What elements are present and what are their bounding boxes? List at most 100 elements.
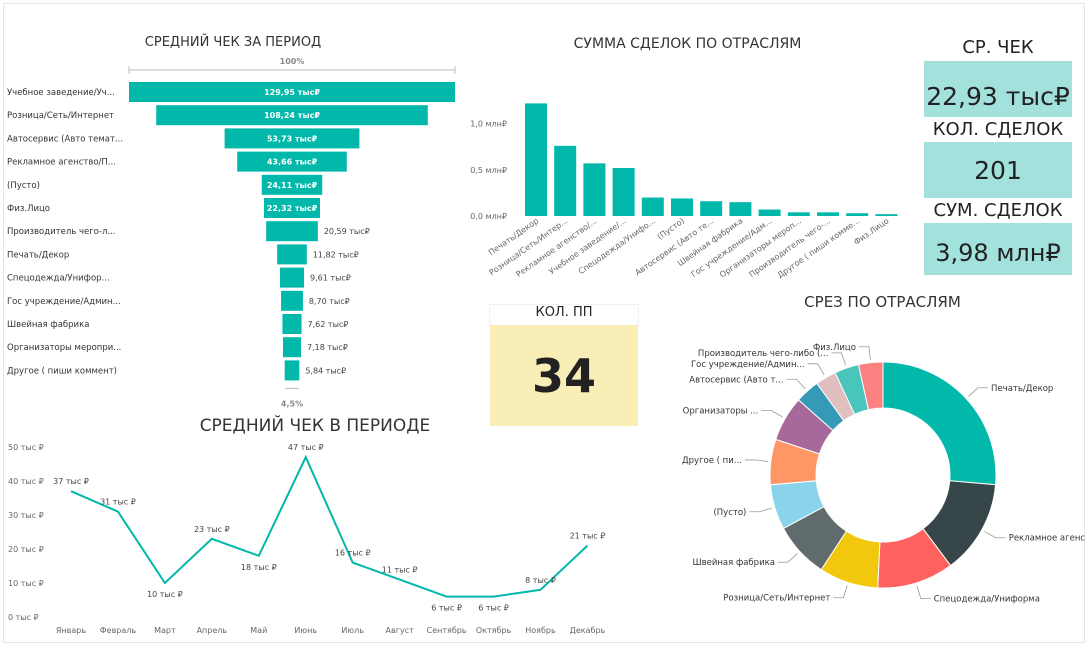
line-data-label: 6 тыс ₽ xyxy=(431,604,462,613)
funnel-chart[interactable]: 100% Учебное заведение/Уч... 129,95 тыс₽ Ро… xyxy=(0,0,470,410)
funnel-category-label: Организаторы меропри... xyxy=(7,343,121,353)
industry-bar[interactable] xyxy=(671,198,693,216)
funnel-value-label: 7,18 тыс₽ xyxy=(307,343,348,352)
line-ytick-label: 50 тыс ₽ xyxy=(8,443,44,452)
funnel-value-label: 5,84 тыс₽ xyxy=(305,366,346,375)
avg-check-label: СР. ЧЕК xyxy=(962,37,1034,58)
donut-leader-line xyxy=(777,553,798,563)
line-data-label: 18 тыс ₽ xyxy=(241,563,277,572)
line-xtick-label: Сентябрь xyxy=(427,626,467,635)
dashboard-frame xyxy=(3,3,1085,643)
line-xtick-label: Август xyxy=(386,626,415,635)
industry-bar[interactable] xyxy=(787,212,810,216)
line-data-label: 16 тыс ₽ xyxy=(335,549,371,558)
funnel-category-label: Гос учреждение/Админ... xyxy=(7,297,121,307)
pp-count-label: КОЛ. ПП xyxy=(490,305,638,325)
deals-sum-value: 3,98 млн₽ xyxy=(935,239,1061,267)
line-data-label: 31 тыс ₽ xyxy=(100,498,136,507)
line-data-label: 6 тыс ₽ xyxy=(478,604,509,613)
donut-leader-line xyxy=(749,507,772,513)
funnel-category-label: Розница/Сеть/Интернет xyxy=(7,111,114,121)
line-ytick-label: 10 тыс ₽ xyxy=(8,579,44,588)
donut-category-label: Рекламное агенс... xyxy=(1009,534,1085,544)
funnel-bar[interactable] xyxy=(281,290,303,311)
deals-count-value: 201 xyxy=(974,155,1022,185)
donut-slice[interactable] xyxy=(857,361,884,411)
industry-bar[interactable] xyxy=(758,209,781,216)
deals-count-label: КОЛ. СДЕЛОК xyxy=(932,119,1064,140)
line-xtick-label: Октябрь xyxy=(476,626,512,635)
industry-bar[interactable] xyxy=(554,145,577,216)
line-ytick-label: 0 тыс ₽ xyxy=(8,613,39,622)
funnel-value-label: 108,24 тыс₽ xyxy=(264,111,320,120)
industry-bar[interactable] xyxy=(817,212,839,216)
industry-bar[interactable] xyxy=(729,202,752,216)
line-xtick-label: Июль xyxy=(341,626,364,635)
monthly-line-chart[interactable]: 0 тыс ₽ 10 тыс ₽ 20 тыс ₽ 30 тыс ₽ 40 тыс ₽ 5… xyxy=(0,438,640,643)
industry-bar[interactable] xyxy=(612,168,635,216)
line-xtick-label: Апрель xyxy=(197,626,228,635)
funnel-category-label: Рекламное агенство/П... xyxy=(7,158,116,168)
donut-leader-line xyxy=(968,387,989,397)
line-ytick-label: 30 тыс ₽ xyxy=(8,511,44,520)
pp-count-value: 34 xyxy=(531,348,596,403)
line-xtick-label: Ноябрь xyxy=(525,626,556,635)
funnel-bar[interactable] xyxy=(261,174,323,195)
industry-bar[interactable] xyxy=(641,197,664,216)
donut-leader-line xyxy=(858,346,871,360)
pp-count-card: 34 xyxy=(490,325,638,426)
line-xtick-label: Январь xyxy=(56,626,86,635)
funnel-bar[interactable] xyxy=(282,337,302,358)
donut-leader-line xyxy=(807,363,825,376)
line-ytick-label: 40 тыс ₽ xyxy=(8,477,44,486)
funnel-bar[interactable] xyxy=(266,221,318,242)
industry-bar[interactable] xyxy=(846,213,869,216)
funnel-top-percent: 100% xyxy=(280,57,305,66)
donut-leader-line xyxy=(916,585,931,599)
funnel-value-label: 22,32 тыс₽ xyxy=(267,204,318,213)
industry-bar[interactable] xyxy=(525,103,547,216)
donut-leader-line xyxy=(984,531,1006,539)
funnel-bar[interactable] xyxy=(237,151,347,172)
donut-category-label: Производитель чего-либо (... xyxy=(698,349,828,359)
funnel-bar[interactable] xyxy=(279,267,305,288)
donut-category-label: (Пусто) xyxy=(713,508,746,518)
deals-sum-card: 3,98 млн₽ xyxy=(924,223,1072,275)
monthly-series-line[interactable] xyxy=(70,454,589,598)
funnel-bar[interactable] xyxy=(129,82,455,102)
donut-category-label: Розница/Сеть/Интернет xyxy=(723,594,830,604)
funnel-bar[interactable] xyxy=(224,128,360,149)
avg-check-value: 22,93 тыс₽ xyxy=(926,81,1070,111)
donut-leader-line xyxy=(831,352,846,366)
line-data-label: 10 тыс ₽ xyxy=(147,590,183,599)
donut-title: СРЕЗ ПО ОТРАСЛЯМ xyxy=(804,293,961,311)
donut-leader-line xyxy=(761,410,783,418)
line-xtick-label: Март xyxy=(154,626,176,635)
donut-category-label: Печать/Декор xyxy=(991,384,1053,394)
donut-slice[interactable] xyxy=(882,361,997,486)
line-data-label: 8 тыс ₽ xyxy=(525,576,556,585)
funnel-category-label: Швейная фабрика xyxy=(7,320,89,330)
industry-bar[interactable] xyxy=(875,214,898,216)
funnel-value-label: 9,61 тыс₽ xyxy=(310,274,351,283)
donut-leader-line xyxy=(833,585,848,599)
donut-leader-line xyxy=(744,459,768,462)
funnel-category-label: Физ.Лицо xyxy=(7,204,50,214)
bar-ytick-label: 0,0 млн₽ xyxy=(470,212,507,221)
deals-sum-label: СУМ. СДЕЛОК xyxy=(933,200,1063,221)
line-data-label: 11 тыс ₽ xyxy=(382,566,418,575)
funnel-value-label: 129,95 тыс₽ xyxy=(264,88,320,97)
industry-sum-chart[interactable]: 0,0 млн₽0,5 млн₽1,0 млн₽Печать/ДекорРозн… xyxy=(460,60,910,280)
funnel-bar[interactable] xyxy=(156,105,428,126)
industry-bar[interactable] xyxy=(583,163,606,216)
funnel-bar[interactable] xyxy=(277,244,307,265)
funnel-bar[interactable] xyxy=(264,198,320,218)
funnel-value-label: 8,70 тыс₽ xyxy=(309,297,350,306)
funnel-bar[interactable] xyxy=(284,360,300,381)
donut-chart[interactable]: Печать/Декор Рекламное агенс... Спецодежда… xyxy=(660,320,1085,620)
industry-bar[interactable] xyxy=(700,201,723,216)
funnel-bar[interactable] xyxy=(282,314,302,334)
funnel-value-label: 20,59 тыс₽ xyxy=(324,227,370,236)
funnel-title: СРЕДНИЙ ЧЕК ЗА ПЕРИОД xyxy=(144,35,322,50)
